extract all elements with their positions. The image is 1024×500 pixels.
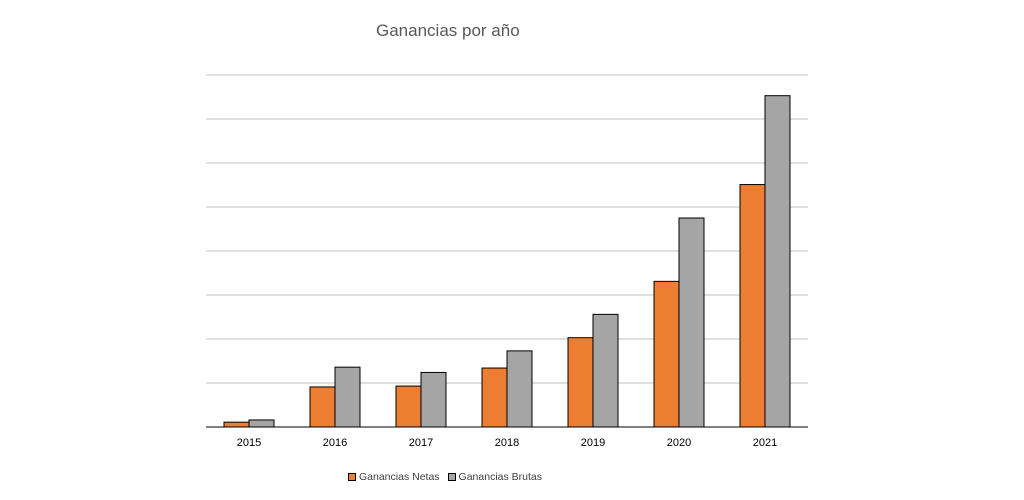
bar-netas-2015 — [223, 421, 250, 428]
legend-swatch-netas — [348, 473, 356, 481]
bar-netas-2020 — [653, 280, 680, 428]
chart-title: Ganancias por año — [376, 21, 520, 40]
bars — [223, 95, 791, 428]
bar-brutas-2019 — [592, 313, 619, 428]
legend-label-brutas: Ganancias Brutas — [458, 471, 543, 483]
bar-brutas-2017 — [420, 371, 447, 428]
x-tick-label-2015: 2015 — [237, 437, 261, 449]
x-tick-label-2017: 2017 — [409, 437, 433, 449]
x-tick-label-2016: 2016 — [323, 437, 347, 449]
bar-netas-2016 — [309, 386, 336, 428]
legend: Ganancias Netas Ganancias Brutas — [348, 471, 550, 483]
x-tick-label-2020: 2020 — [667, 437, 691, 449]
bar-brutas-2018 — [506, 350, 533, 428]
bar-brutas-2015 — [248, 419, 275, 428]
bar-netas-2021 — [739, 184, 766, 428]
x-tick-label-2019: 2019 — [581, 437, 605, 449]
legend-label-netas: Ganancias Netas — [359, 471, 440, 483]
x-tick-label-2018: 2018 — [495, 437, 519, 449]
legend-item-netas: Ganancias Netas — [348, 471, 440, 483]
gridlines — [206, 74, 808, 384]
bar-netas-2019 — [567, 337, 594, 428]
legend-item-brutas: Ganancias Brutas — [447, 471, 543, 483]
bar-brutas-2021 — [764, 95, 791, 428]
bar-brutas-2016 — [334, 366, 361, 428]
bar-netas-2017 — [395, 385, 422, 428]
bar-netas-2018 — [481, 367, 508, 428]
x-tick-labels: 2015 2016 2017 2018 2019 2020 2021 — [237, 437, 777, 449]
legend-swatch-brutas — [447, 473, 456, 481]
x-tick-label-2021: 2021 — [753, 437, 777, 449]
bar-brutas-2020 — [678, 217, 705, 428]
